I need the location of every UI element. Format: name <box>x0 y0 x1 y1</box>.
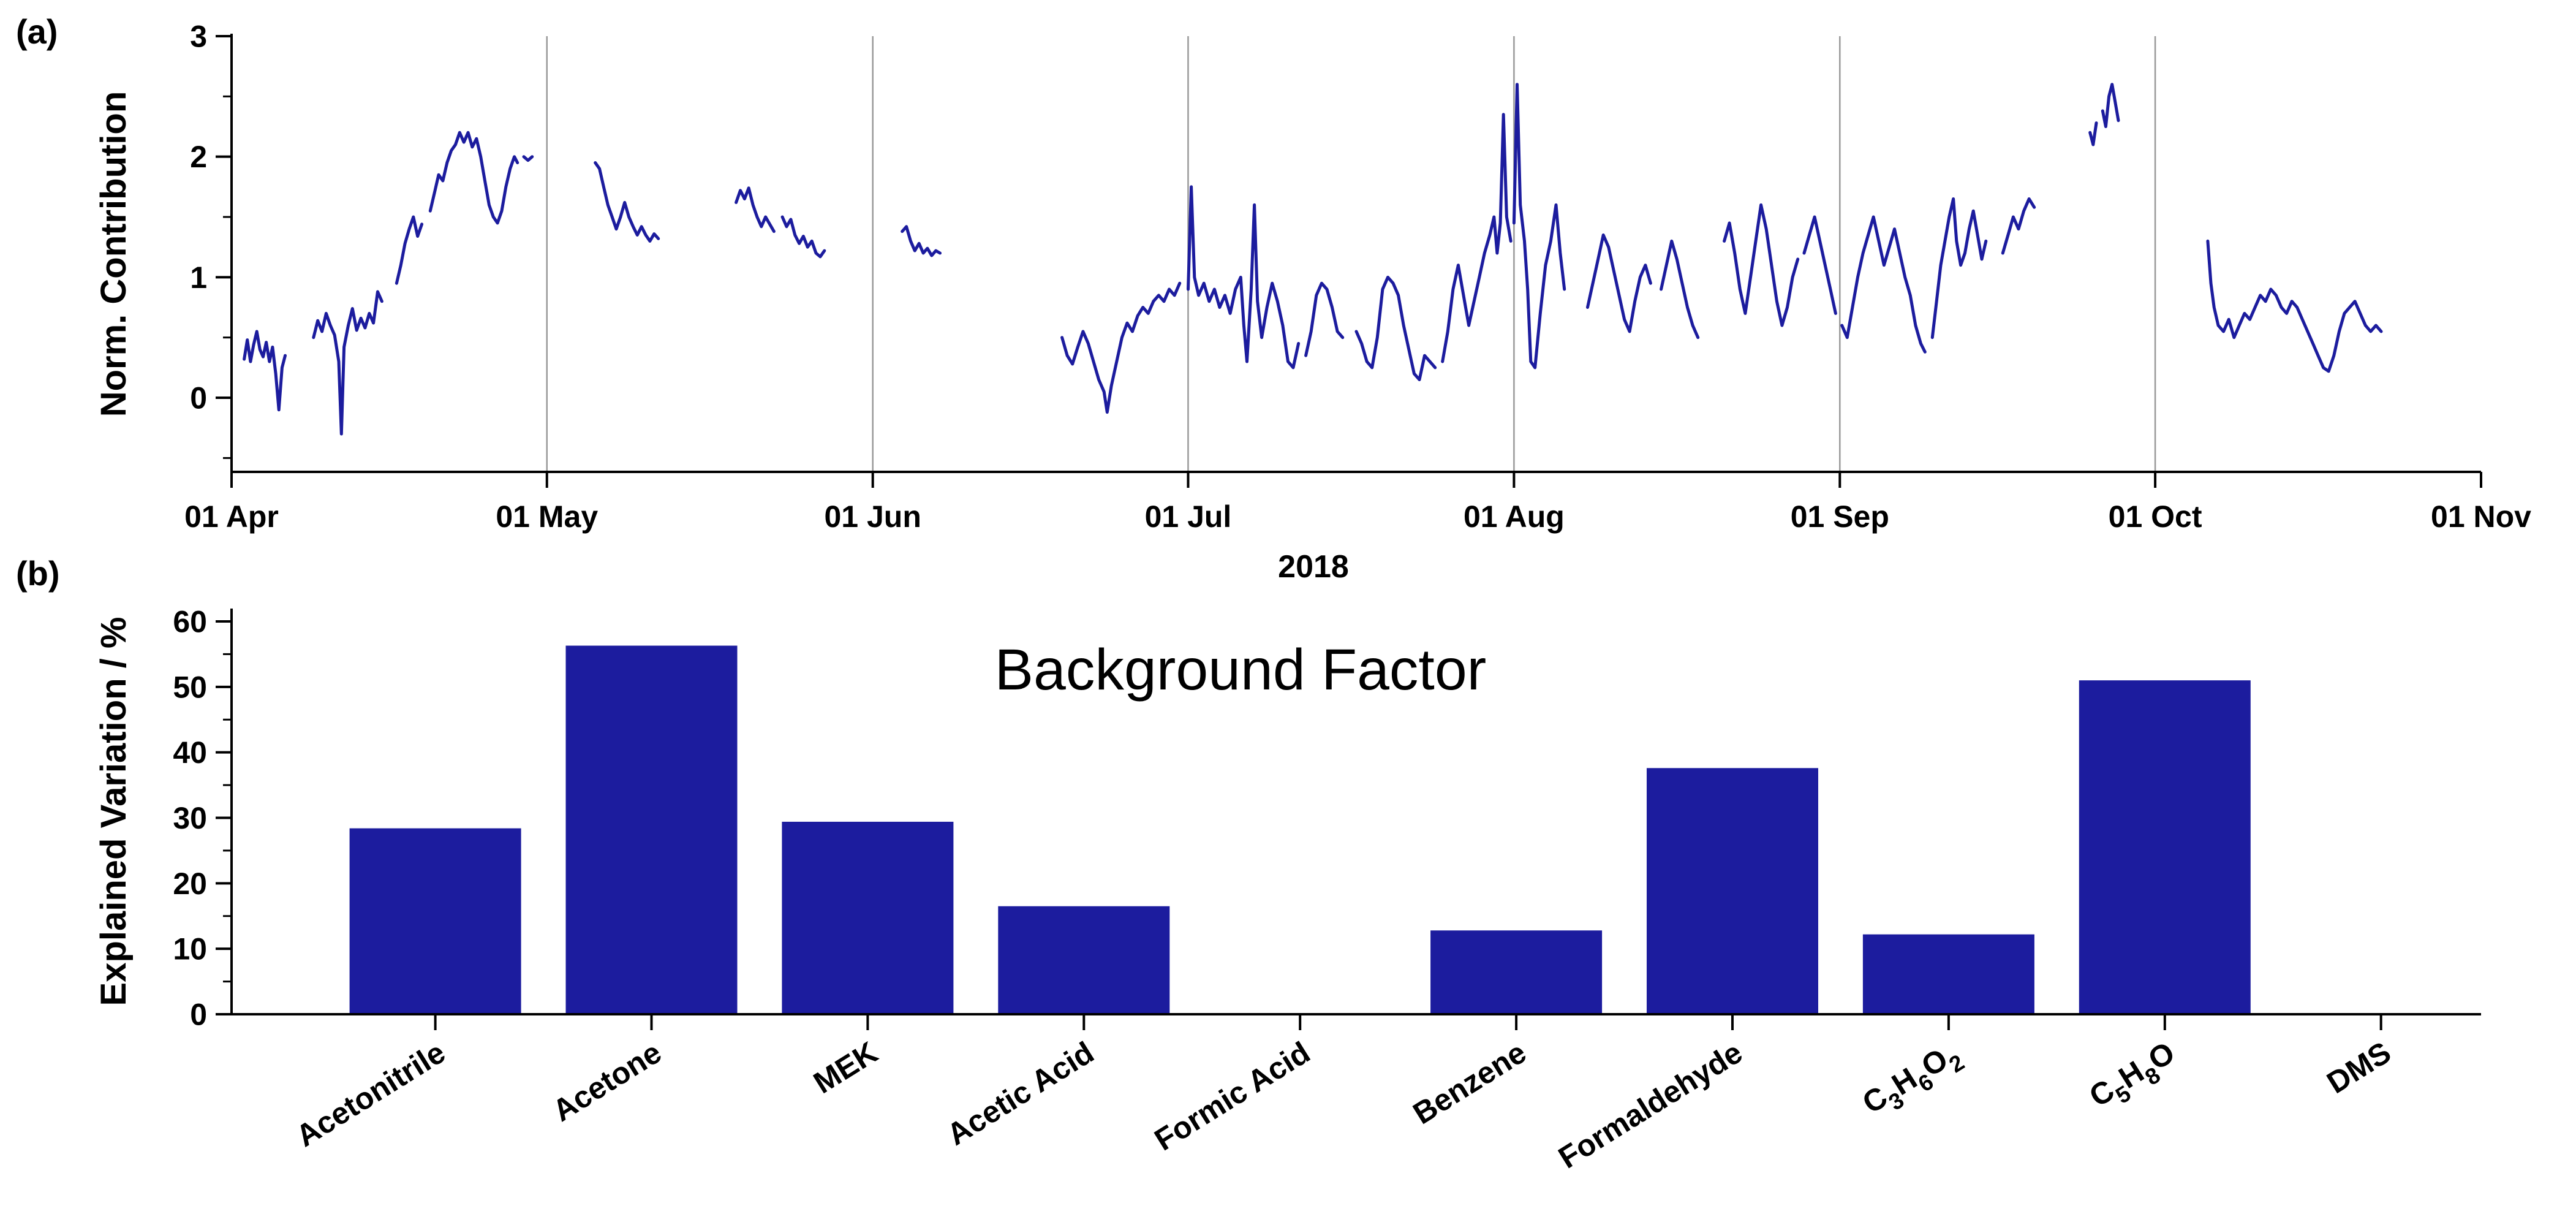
series-segment <box>594 161 660 243</box>
category-label: Acetonitrile <box>290 1035 451 1153</box>
x-tick-label: 01 May <box>496 499 598 534</box>
panel-a-xlabel: 2018 <box>1278 549 1349 585</box>
y-tick-label: 40 <box>173 735 207 770</box>
category-label: MEK <box>807 1035 883 1100</box>
series-segment <box>2001 197 2036 255</box>
series-segment <box>1512 83 1566 370</box>
series-segment <box>780 215 826 259</box>
bar-acetic-acid <box>998 906 1170 1014</box>
bar-c5h8o <box>2079 680 2251 1014</box>
x-tick-label: 01 Apr <box>184 499 279 534</box>
category-label: Formaldehyde <box>1552 1035 1748 1175</box>
y-tick-label: 3 <box>190 20 207 54</box>
panel-a-label: (a) <box>16 12 58 51</box>
series-segment <box>2088 121 2098 146</box>
series-segment <box>1060 281 1182 414</box>
y-tick-label: 0 <box>190 381 207 416</box>
series-segment <box>1586 233 1652 333</box>
y-tick-label: 0 <box>190 998 207 1032</box>
series-segment <box>522 155 534 162</box>
series-segment <box>2206 239 2383 373</box>
series-segment <box>735 186 776 233</box>
series-segment <box>1660 239 1700 340</box>
series-segment <box>1354 275 1437 381</box>
x-tick-label: 01 Sep <box>1791 499 1889 534</box>
bar-formaldehyde <box>1647 768 1818 1014</box>
norm-contribution-series <box>243 83 2383 436</box>
panel-b-label: (b) <box>16 554 60 593</box>
bar-mek <box>782 821 954 1014</box>
series-segment <box>312 290 383 436</box>
y-tick-label: 30 <box>173 801 207 835</box>
x-tick-label: 01 Jun <box>824 499 921 534</box>
series-segment <box>1441 113 1513 363</box>
bar-benzene <box>1430 930 1603 1014</box>
y-tick-label: 1 <box>190 260 207 295</box>
category-label: Acetic Acid <box>941 1035 1100 1152</box>
y-tick-label: 2 <box>190 140 207 174</box>
x-tick-label: 01 Jul <box>1145 499 1232 534</box>
bar-acetonitrile <box>349 828 521 1014</box>
series-segment <box>2101 83 2120 128</box>
series-segment <box>1304 281 1345 357</box>
bar-acetone <box>565 645 738 1014</box>
series-segment <box>1187 185 1301 370</box>
y-tick-label: 60 <box>173 605 207 639</box>
series-segment <box>395 215 424 285</box>
category-label: C3H6O2 <box>1856 1035 1968 1127</box>
y-tick-label: 50 <box>173 670 207 704</box>
explained-variation-bars <box>349 645 2251 1014</box>
series-segment <box>243 330 287 412</box>
y-tick-label: 20 <box>173 867 207 901</box>
x-tick-label: 01 Nov <box>2431 499 2531 534</box>
panel-b-title: Background Factor <box>995 637 1487 702</box>
series-segment <box>1840 215 1927 354</box>
category-label: Formic Acid <box>1149 1035 1316 1158</box>
series-segment <box>1930 197 1988 340</box>
x-tick-label: 01 Oct <box>2109 499 2202 534</box>
series-segment <box>901 225 942 257</box>
panel-a-axes: 0 1 2 3 01 Apr 01 May 01 Jun 01 Jul 01 Aug 01 Sep… <box>94 20 2531 585</box>
series-segment <box>428 131 519 225</box>
category-label: C5H8O <box>2083 1035 2185 1120</box>
category-label: DMS <box>2321 1035 2397 1100</box>
panel-b-ylabel: Explained Variation / % <box>94 617 134 1006</box>
month-gridlines <box>546 36 2156 472</box>
panel-a-ylabel: Norm. Contribution <box>94 91 134 417</box>
y-tick-label: 10 <box>173 932 207 966</box>
x-tick-label: 01 Aug <box>1464 499 1565 534</box>
series-segment <box>1723 203 1800 327</box>
bar-c3h6o2 <box>1862 934 2034 1014</box>
category-label: Benzene <box>1407 1035 1532 1131</box>
series-segment <box>1802 215 1837 315</box>
category-label: Acetone <box>546 1035 667 1128</box>
